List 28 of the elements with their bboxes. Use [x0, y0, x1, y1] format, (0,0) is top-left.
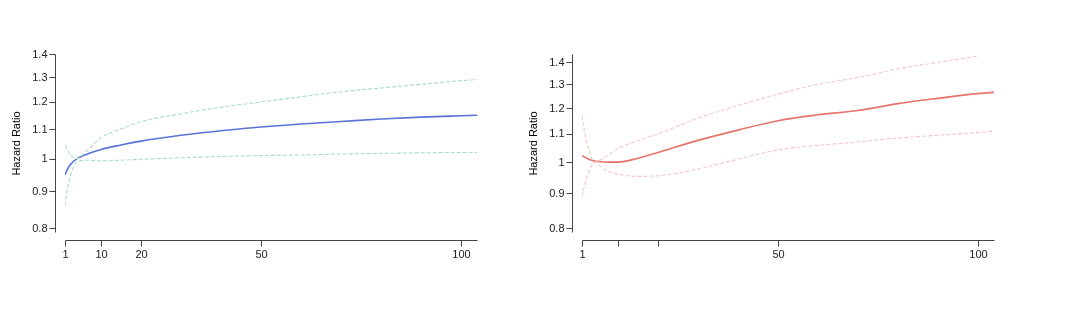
x-tick-label: 100 [969, 247, 988, 260]
x-tick-label: 10 [95, 247, 108, 260]
y-tick-label: 1.1 [32, 122, 48, 135]
x-tick-label: 50 [772, 247, 785, 260]
y-tick-label: 0.8 [549, 221, 565, 234]
x-tick-label: 1 [579, 247, 586, 260]
line-series [65, 151, 477, 207]
y-tick-label: 0.8 [32, 221, 48, 234]
line-series [582, 91, 994, 163]
x-tick-label: 100 [452, 247, 471, 260]
y-tick-label: 1.1 [549, 127, 565, 140]
x-tick-label: 1 [62, 247, 69, 260]
y-tick-label: 1.2 [32, 95, 48, 108]
y-tick-label: 1.3 [549, 77, 565, 90]
y-tick-label: 0.9 [549, 186, 565, 199]
y-tick-label: 1.3 [32, 70, 48, 83]
y-tick-label: 1 [558, 155, 565, 168]
y-tick-label: 0.9 [32, 184, 48, 197]
y-tick-label: 1.2 [549, 101, 565, 114]
y-tick-label: 1 [41, 152, 48, 165]
x-tick-label: 50 [255, 247, 268, 260]
y-tick-label: 1.4 [549, 55, 565, 68]
y-tick-label: 1.4 [32, 47, 48, 60]
y-axis-title: Hazard Ratio [527, 111, 540, 176]
y-axis-title: Hazard Ratio [10, 111, 23, 176]
x-tick-label: 20 [135, 247, 148, 260]
line-series [65, 114, 477, 176]
line-series [65, 78, 477, 160]
